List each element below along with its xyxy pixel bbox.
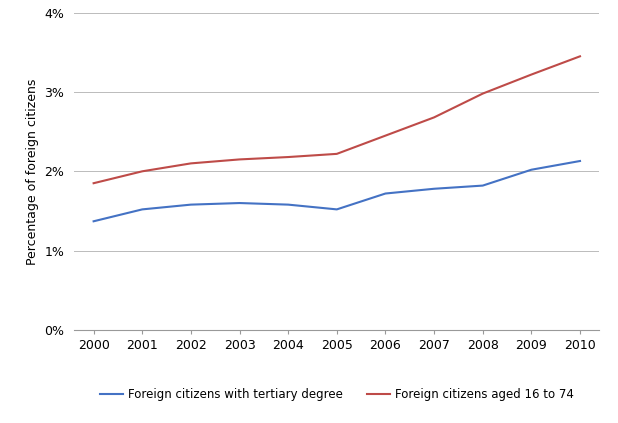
Foreign citizens with tertiary degree: [577, 159, 584, 164]
Foreign citizens with tertiary degree: [479, 183, 486, 188]
Foreign citizens aged 16 to 74: [284, 154, 292, 159]
Foreign citizens with tertiary degree: [528, 167, 535, 172]
Foreign citizens with tertiary degree: [90, 219, 97, 224]
Y-axis label: Percentage of foreign citizens: Percentage of foreign citizens: [26, 78, 39, 264]
Foreign citizens aged 16 to 74: [430, 115, 438, 120]
Foreign citizens aged 16 to 74: [382, 133, 389, 138]
Foreign citizens aged 16 to 74: [577, 54, 584, 59]
Line: Foreign citizens with tertiary degree: Foreign citizens with tertiary degree: [93, 161, 580, 221]
Foreign citizens with tertiary degree: [236, 201, 243, 206]
Foreign citizens aged 16 to 74: [187, 161, 195, 166]
Foreign citizens aged 16 to 74: [236, 157, 243, 162]
Foreign citizens with tertiary degree: [284, 202, 292, 207]
Legend: Foreign citizens with tertiary degree, Foreign citizens aged 16 to 74: Foreign citizens with tertiary degree, F…: [95, 383, 578, 406]
Foreign citizens with tertiary degree: [333, 207, 341, 212]
Line: Foreign citizens aged 16 to 74: Foreign citizens aged 16 to 74: [93, 56, 580, 183]
Foreign citizens aged 16 to 74: [333, 151, 341, 157]
Foreign citizens with tertiary degree: [138, 207, 146, 212]
Foreign citizens with tertiary degree: [382, 191, 389, 196]
Foreign citizens aged 16 to 74: [479, 91, 486, 96]
Foreign citizens with tertiary degree: [187, 202, 195, 207]
Foreign citizens aged 16 to 74: [138, 169, 146, 174]
Foreign citizens aged 16 to 74: [528, 72, 535, 77]
Foreign citizens aged 16 to 74: [90, 181, 97, 186]
Foreign citizens with tertiary degree: [430, 186, 438, 191]
